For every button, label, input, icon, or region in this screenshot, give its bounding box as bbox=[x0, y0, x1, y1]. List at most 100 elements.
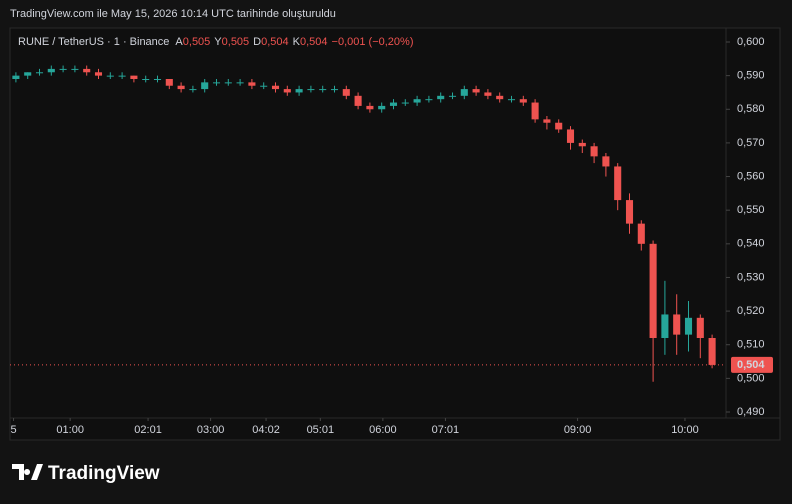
candle-body bbox=[696, 317, 704, 338]
candle-body bbox=[342, 89, 350, 96]
symbol: RUNE / TetherUS · 1 · Binance bbox=[18, 36, 169, 48]
candle-body bbox=[142, 79, 150, 80]
candle-body bbox=[94, 72, 103, 76]
chart-panel bbox=[9, 27, 781, 441]
ohlc-value: 0,504 bbox=[300, 36, 328, 48]
candle-body bbox=[413, 99, 421, 103]
header-title: TradingView.com ile May 15, 2026 10:14 U… bbox=[10, 8, 336, 20]
y-tick-label: 0,580 bbox=[737, 103, 765, 115]
candle-body bbox=[59, 68, 67, 70]
y-tick-label: 0,590 bbox=[737, 70, 765, 82]
candle-body bbox=[295, 89, 303, 93]
candle-body bbox=[708, 338, 716, 365]
candle-body bbox=[543, 119, 551, 123]
candle-body bbox=[378, 105, 386, 110]
y-tick-label: 0,520 bbox=[737, 305, 765, 317]
candle-body bbox=[330, 89, 339, 91]
candle-body bbox=[472, 89, 480, 93]
y-tick-label: 0,490 bbox=[737, 406, 765, 418]
ohlc-key: Y bbox=[214, 36, 222, 48]
candle-body bbox=[460, 89, 468, 96]
candle-body bbox=[153, 79, 162, 80]
candle-body bbox=[236, 82, 244, 84]
candle-body bbox=[283, 89, 291, 93]
x-tick-label: 03:00 bbox=[197, 424, 225, 436]
y-tick-label: 0,600 bbox=[737, 36, 765, 48]
candle-body bbox=[71, 68, 79, 70]
candle-body bbox=[401, 102, 409, 104]
y-tick-label: 0,540 bbox=[737, 238, 765, 250]
candle-body bbox=[189, 89, 197, 91]
ohlc-key: A bbox=[175, 36, 183, 48]
x-tick-label: 07:01 bbox=[432, 424, 460, 436]
candle-body bbox=[649, 243, 657, 338]
candle-body bbox=[590, 146, 598, 157]
candle-body bbox=[437, 95, 445, 100]
candle-body bbox=[165, 79, 173, 86]
x-tick-label: 02:01 bbox=[134, 424, 162, 436]
y-tick-label: 0,530 bbox=[737, 271, 765, 283]
x-tick-label: 10:00 bbox=[671, 424, 699, 436]
candle-body bbox=[224, 82, 232, 84]
candle-body bbox=[425, 99, 433, 101]
candle-body bbox=[118, 75, 126, 77]
candle-body bbox=[319, 89, 327, 91]
y-tick-label: 0,560 bbox=[737, 170, 765, 182]
candle-body bbox=[484, 92, 492, 96]
candle-body bbox=[578, 142, 586, 147]
last-price-tag bbox=[731, 356, 773, 373]
candle-body bbox=[625, 200, 634, 224]
logo: TradingView bbox=[12, 463, 160, 484]
candle-body bbox=[366, 105, 374, 110]
ohlc-value: 0,504 bbox=[261, 36, 289, 48]
ohlc-key: K bbox=[293, 36, 301, 48]
legend-line: RUNE / TetherUS · 1 · Binance A0,505 Y0,50… bbox=[18, 36, 413, 48]
candle-body bbox=[531, 102, 539, 120]
candle-body bbox=[673, 314, 681, 335]
candle-body bbox=[637, 223, 645, 244]
x-tick-label: 04:02 bbox=[252, 424, 280, 436]
candle-body bbox=[614, 166, 622, 201]
x-tick-label: 05:01 bbox=[307, 424, 335, 436]
candle-body bbox=[684, 317, 693, 335]
change: −0,001 (−0,20%) bbox=[332, 36, 414, 48]
candle-body bbox=[106, 75, 114, 77]
last-price-label: 0,504 bbox=[737, 359, 765, 371]
candle-body bbox=[12, 75, 20, 79]
legend: RUNE / TetherUS · 1 · Binance A0,505 Y0,50… bbox=[18, 36, 413, 48]
candle-body bbox=[83, 68, 91, 73]
x-tick-label: 5 bbox=[10, 424, 16, 436]
candle-body bbox=[389, 102, 398, 106]
candle-body bbox=[507, 99, 516, 101]
candle-body bbox=[212, 82, 221, 84]
candle-body bbox=[177, 85, 185, 90]
candle-body bbox=[555, 122, 563, 130]
candle-body bbox=[448, 95, 457, 97]
y-tick-label: 0,570 bbox=[737, 137, 765, 149]
ohlc-value: 0,505 bbox=[183, 36, 211, 48]
candle-body bbox=[496, 95, 504, 100]
candle-body bbox=[661, 314, 669, 338]
candle-body bbox=[566, 129, 575, 143]
candle-body bbox=[260, 85, 268, 87]
candle-body bbox=[130, 75, 138, 79]
x-tick-label: 06:00 bbox=[369, 424, 397, 436]
candle-body bbox=[307, 89, 315, 91]
candle-body bbox=[248, 82, 256, 86]
y-tick-label: 0,550 bbox=[737, 204, 765, 216]
candle-body bbox=[354, 95, 362, 106]
candle-body bbox=[47, 68, 55, 73]
candle-body bbox=[519, 99, 527, 103]
candle-body bbox=[201, 82, 209, 90]
candle-body bbox=[24, 72, 32, 76]
ohlc-key: D bbox=[253, 36, 261, 48]
candle-body bbox=[35, 72, 44, 74]
y-tick-label: 0,510 bbox=[737, 339, 765, 351]
y-tick-label: 0,500 bbox=[737, 372, 765, 384]
candle-body bbox=[602, 156, 610, 167]
ohlc-value: 0,505 bbox=[222, 36, 250, 48]
candle-body bbox=[271, 85, 280, 90]
x-tick-label: 01:00 bbox=[56, 424, 84, 436]
logo-text: TradingView bbox=[48, 463, 160, 484]
